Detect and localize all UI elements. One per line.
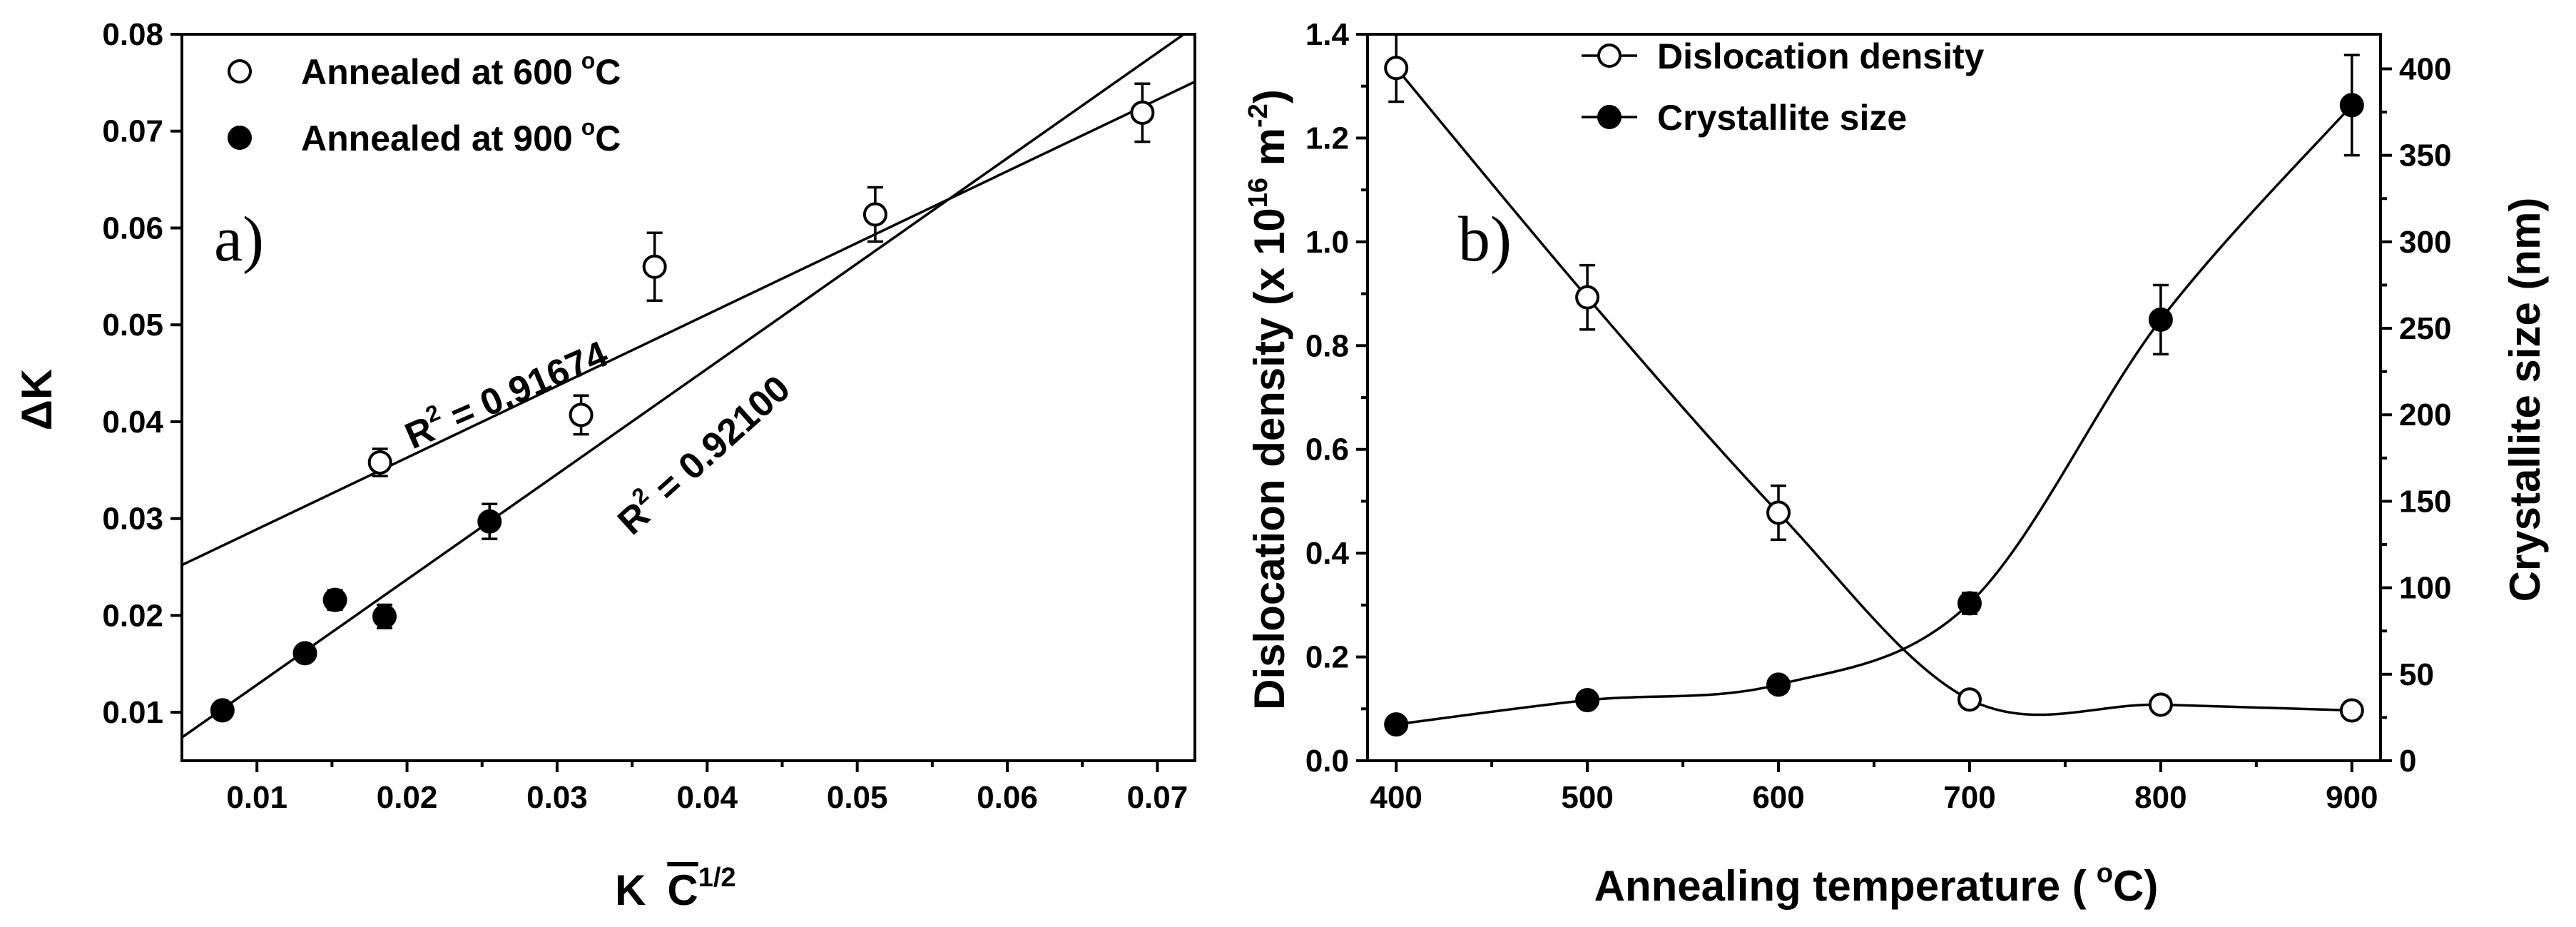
left-y-tick-label: 0.8 (1305, 328, 1349, 363)
legend-marker-dislocation (1597, 44, 1622, 68)
x-tick-label: 600 (1752, 780, 1804, 815)
point-600 (642, 254, 667, 279)
crystallite-size-curve (1395, 104, 2353, 726)
right-y-tick-label: 200 (2399, 397, 2451, 432)
panel-a-label: a) (214, 204, 264, 275)
crystallite-size-point (1575, 688, 1600, 713)
crystallite-size-point (1384, 712, 1409, 737)
x-tick-label: 700 (1943, 780, 1995, 815)
y-tick-label: 0.06 (102, 211, 163, 245)
point-900 (372, 604, 397, 629)
point-900 (210, 698, 235, 723)
y-tick-label: 0.05 (102, 308, 163, 343)
panel-a-ticks: 0.01 0.02 0.03 0.04 0.05 0.06 0.07 0.01 0.02 0.03… (102, 17, 1188, 815)
panel-a-x-axis-label: K C1/2 (615, 863, 736, 914)
r2-annotation-600: R2 = 0.91674 (397, 329, 614, 457)
panel-a: 0.01 0.02 0.03 0.04 0.05 0.06 0.07 0.01 0.02 0.03… (13, 17, 1196, 914)
panel-b-right-y-axis-label: Crystallite size (nm) (2501, 198, 2549, 602)
panel-b: 400 500 600 700 800 9000.00.20.40.60.81.01.21… (1243, 17, 2549, 910)
x-tick-label: 0.05 (827, 780, 888, 815)
left-y-tick-label: 0.4 (1305, 536, 1350, 571)
legend-label-600: Annealed at 600 oC (301, 48, 621, 92)
legend-label-900: Annealed at 900 oC (301, 114, 621, 158)
right-y-tick-label: 50 (2399, 657, 2434, 692)
point-900 (292, 641, 317, 666)
dislocation-density-point (1957, 687, 1982, 712)
legend-label-crystallite: Crystallite size (1657, 98, 1907, 138)
x-tick-label: 0.03 (526, 780, 588, 815)
dislocation-density-curve (1395, 67, 2352, 716)
left-y-tick-label: 0.0 (1305, 744, 1349, 779)
y-tick-label: 0.01 (102, 695, 163, 730)
fit-line-900 (182, 34, 1186, 739)
panel-b-legend: Dislocation density Crystallite size (1582, 36, 1985, 138)
crystallite-size-point (2339, 93, 2364, 118)
point-900 (477, 509, 502, 534)
right-y-tick-label: 300 (2399, 225, 2451, 260)
panel-b-frame (1366, 33, 2382, 762)
dislocation-density-point (1766, 500, 1791, 525)
panel-a-y-axis-label: ΔK (13, 369, 61, 430)
r2-annotation-900: R2 = 0.92100 (607, 364, 798, 543)
left-y-tick-label: 0.2 (1305, 640, 1349, 675)
x-tick-label: 0.01 (226, 780, 287, 815)
crystallite-size-point (1766, 672, 1791, 697)
x-tick-label: 0.07 (1127, 780, 1188, 815)
dislocation-density-point (2339, 698, 2364, 723)
y-tick-label: 0.03 (102, 502, 163, 537)
point-600 (569, 402, 594, 427)
panel-a-fit-lines (182, 34, 1195, 739)
left-y-tick-label: 0.6 (1305, 432, 1349, 467)
panel-a-points (210, 82, 1155, 723)
y-tick-label: 0.08 (102, 17, 163, 52)
right-y-tick-label: 0 (2399, 744, 2416, 779)
panel-b-ticks: 400 500 600 700 800 9000.00.20.40.60.81.01.21… (1305, 17, 2452, 815)
legend-marker-filled (228, 126, 252, 150)
panel-b-x-axis-label: Annealing temperature (oC) (1594, 858, 2159, 910)
crystallite-size-point (2148, 307, 2173, 332)
point-900 (322, 587, 347, 612)
point-600 (862, 202, 887, 227)
crystallite-size-point (1957, 591, 1982, 616)
dislocation-density-point (1575, 285, 1600, 310)
y-tick-label: 0.02 (102, 598, 163, 633)
panel-a-legend: Annealed at 600 oC Annealed at 900 oC (228, 48, 621, 158)
left-y-tick-label: 1.2 (1305, 121, 1349, 156)
x-tick-label: 400 (1370, 780, 1422, 815)
dislocation-density-point (2148, 692, 2173, 717)
y-tick-label: 0.04 (102, 405, 163, 440)
panel-b-label: b) (1458, 204, 1512, 275)
x-tick-label: 900 (2326, 780, 2378, 815)
x-tick-label: 0.02 (377, 780, 438, 815)
panel-b-points (1384, 33, 2364, 737)
panel-b-curves (1395, 67, 2353, 726)
panel-b-left-y-axis-label: Dislocation density (x 1016 m-2) (1243, 89, 1293, 710)
panel-a-frame (180, 33, 1196, 762)
x-tick-label: 0.04 (676, 780, 738, 815)
y-tick-label: 0.07 (102, 114, 163, 149)
fit-line-600 (182, 80, 1195, 567)
x-tick-label: 500 (1561, 780, 1613, 815)
left-y-tick-label: 1.0 (1305, 225, 1349, 260)
legend-label-dislocation: Dislocation density (1657, 36, 1985, 76)
x-tick-label: 0.06 (977, 780, 1038, 815)
right-y-tick-label: 150 (2399, 484, 2451, 519)
point-600 (367, 450, 392, 475)
point-600 (1130, 100, 1155, 125)
right-y-tick-label: 100 (2399, 571, 2451, 606)
legend-marker-open (228, 59, 252, 83)
x-tick-label: 800 (2134, 780, 2186, 815)
left-y-tick-label: 1.4 (1305, 17, 1350, 52)
right-y-tick-label: 400 (2399, 51, 2451, 86)
dislocation-density-point (1384, 56, 1409, 81)
right-y-tick-label: 350 (2399, 138, 2451, 173)
right-y-tick-label: 250 (2399, 311, 2451, 346)
legend-marker-crystallite (1597, 105, 1622, 129)
